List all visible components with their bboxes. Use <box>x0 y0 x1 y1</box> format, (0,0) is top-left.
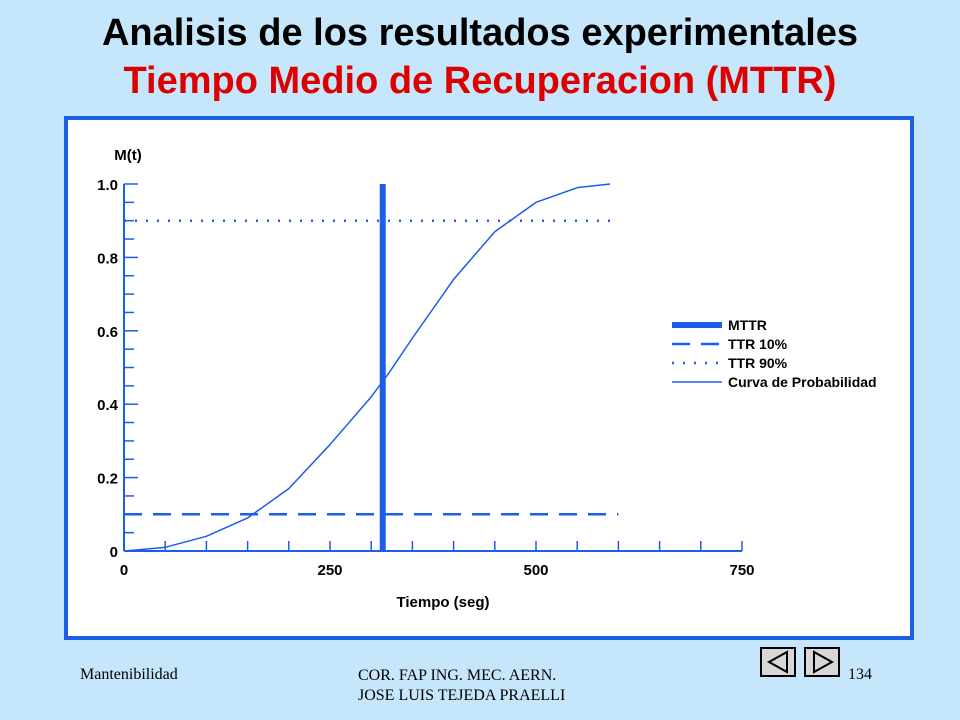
y-tick-label: 0.4 <box>97 397 119 414</box>
legend-label: TTR 10% <box>728 336 788 352</box>
y-axis-label: M(t) <box>114 147 141 164</box>
slide-subtitle: Tiempo Medio de Recuperacion (MTTR) <box>123 60 837 102</box>
footer-course: Mantenibilidad <box>80 666 178 683</box>
footer-author: COR. FAP ING. MEC. AERN. JOSE LUIS TEJED… <box>358 666 565 706</box>
previous-slide-button[interactable] <box>760 647 796 677</box>
x-axis-label: Tiempo (seg) <box>396 594 489 611</box>
x-tick-label: 250 <box>317 562 342 579</box>
y-tick-label: 0.8 <box>97 250 118 267</box>
y-tick-label: 1.0 <box>97 177 118 194</box>
next-slide-button[interactable] <box>804 647 840 677</box>
footer-author-line2: JOSE LUIS TEJEDA PRAELLI <box>358 687 566 704</box>
legend-label: MTTR <box>728 317 767 333</box>
slide-title: Analisis de los resultados experimentale… <box>101 12 859 54</box>
x-tick-label: 500 <box>523 562 548 579</box>
legend-label: TTR 90% <box>728 355 788 371</box>
triangle-right-icon <box>813 650 835 674</box>
x-tick-label: 0 <box>120 562 128 579</box>
triangle-left-icon <box>766 650 788 674</box>
y-tick-label: 0 <box>110 544 118 561</box>
y-tick-label: 0.2 <box>97 471 118 488</box>
x-tick-label: 750 <box>729 562 754 579</box>
legend-label: Curva de Probabilidad <box>728 374 877 390</box>
y-tick-label: 0.6 <box>97 324 118 341</box>
footer-author-line1: COR. FAP ING. MEC. AERN. <box>358 667 557 684</box>
chart-frame <box>64 116 914 640</box>
series-curva-de-probabilidad <box>123 183 611 552</box>
page-number: 134 <box>848 666 872 683</box>
